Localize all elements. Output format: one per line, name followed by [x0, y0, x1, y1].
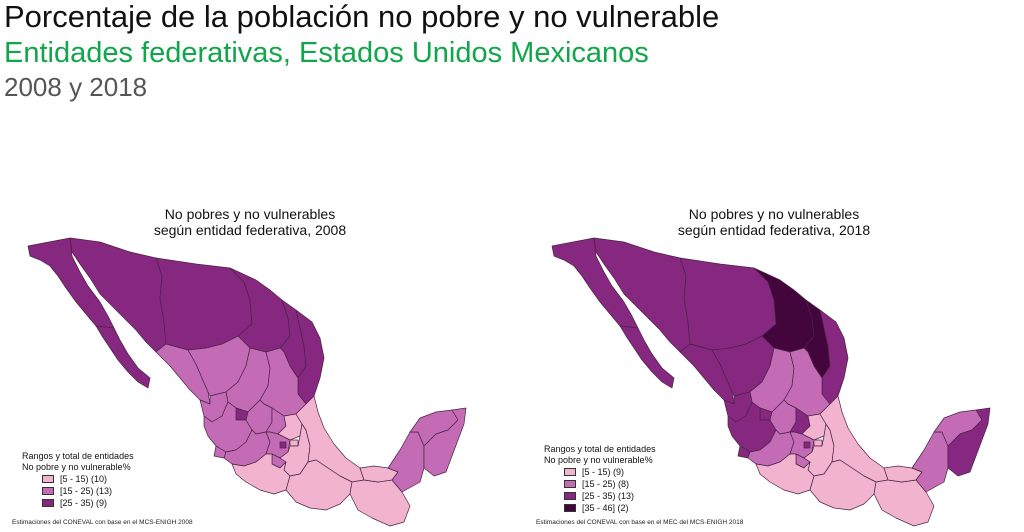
state-baja-california-sur	[619, 325, 675, 389]
legend-item: [15 - 25) (8)	[564, 478, 656, 490]
page-title: Porcentaje de la población no pobre y no…	[4, 0, 720, 34]
legend-item: [25 - 35) (9)	[42, 497, 134, 509]
state-tlaxcala	[813, 439, 823, 447]
map-panel-2018: No pobres y no vulnerables según entidad…	[524, 196, 1024, 532]
state-tlaxcala	[289, 439, 299, 447]
state-cdmx	[803, 441, 811, 449]
legend-swatch	[564, 468, 576, 476]
legend-label: [5 - 15) (10)	[60, 473, 108, 484]
legend-item: [25 - 35) (13)	[564, 490, 656, 502]
state-cdmx	[279, 441, 287, 449]
state-sonora	[69, 237, 167, 353]
page-years: 2008 y 2018	[4, 72, 148, 102]
state-baja-california-sur	[95, 325, 151, 389]
source-note-2018: Estimaciones del CONEVAL con base en el …	[536, 519, 744, 526]
page-subtitle: Entidades federativas, Estados Unidos Me…	[4, 37, 649, 69]
legend-label: [25 - 35) (9)	[60, 497, 108, 508]
legend-item: [15 - 25) (13)	[42, 485, 134, 497]
map-legend-2008: Rangos y total de entidades No pobre y n…	[22, 451, 134, 509]
legend-swatch	[564, 480, 576, 488]
legend-label: [25 - 35) (13)	[582, 490, 635, 501]
legend-swatch	[42, 487, 54, 495]
source-note-2008: Estimaciones del CONEVAL con base en el …	[12, 519, 193, 526]
state-guerrero	[755, 453, 815, 495]
map-title-line1: No pobres y no vulnerables	[164, 206, 336, 222]
map-title-2018: No pobres y no vulnerables según entidad…	[524, 206, 1024, 238]
legend-swatch	[42, 499, 54, 507]
legend-label: [15 - 25) (13)	[60, 485, 113, 496]
legend-item: [35 - 46] (2)	[564, 502, 656, 514]
legend-swatch	[564, 492, 576, 500]
legend-title-line2: No pobre y no vulnerable%	[22, 462, 131, 472]
map-panel-2008: No pobres y no vulnerables según entidad…	[0, 196, 500, 532]
state-sinaloa	[155, 343, 211, 405]
state-guerrero	[231, 453, 291, 495]
legend-item: [5 - 15) (9)	[564, 466, 656, 478]
state-sinaloa	[679, 343, 735, 405]
map-title-line1: No pobres y no vulnerables	[688, 206, 860, 222]
state-quintana-roo	[423, 407, 467, 477]
map-title-2008: No pobres y no vulnerables según entidad…	[0, 206, 500, 238]
legend-title-line1: Rangos y total de entidades	[544, 444, 656, 454]
legend-label: [15 - 25) (8)	[582, 478, 630, 489]
legend-title-line1: Rangos y total de entidades	[22, 451, 134, 461]
state-quintana-roo	[947, 407, 991, 477]
legend-swatch	[42, 475, 54, 483]
map-title-line2: según entidad federativa, 2008	[153, 222, 347, 238]
map-legend-2018: Rangos y total de entidades No pobre y n…	[544, 444, 656, 514]
mexico-choropleth-map	[27, 237, 467, 527]
legend-title-line2: No pobre y no vulnerable%	[544, 455, 653, 465]
map-title-line2: según entidad federativa, 2018	[677, 222, 871, 238]
state-sonora	[593, 237, 691, 353]
legend-label: [35 - 46] (2)	[582, 502, 629, 513]
mexico-choropleth-map	[551, 237, 991, 527]
legend-swatch	[564, 504, 576, 512]
legend-label: [5 - 15) (9)	[582, 466, 625, 477]
legend-item: [5 - 15) (10)	[42, 473, 134, 485]
